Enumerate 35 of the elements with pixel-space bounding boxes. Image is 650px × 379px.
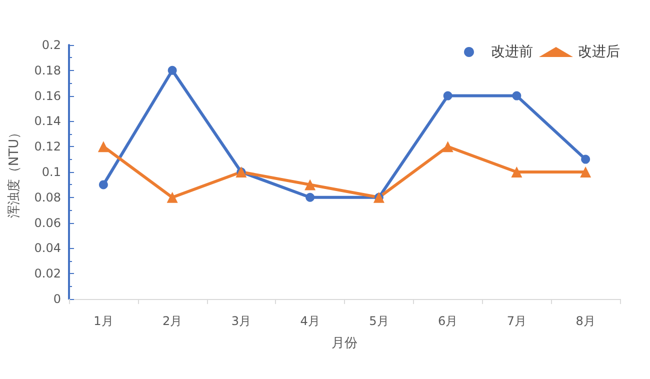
x-tick-label: 6月: [438, 314, 458, 328]
y-tick-label: 0.2: [42, 38, 61, 52]
point: [166, 192, 178, 203]
y-tick-label: 0.18: [34, 63, 61, 78]
point: [168, 66, 177, 75]
legend-label: 改进前: [491, 44, 533, 60]
x-tick-label: 7月: [506, 314, 527, 328]
point: [306, 192, 315, 202]
x-axis-title: 月份: [332, 336, 358, 351]
legend-label: 改进后: [578, 44, 620, 60]
y-tick-label: 0.02: [34, 266, 61, 281]
y-tick-label: 0.1: [42, 165, 61, 179]
point: [511, 166, 522, 178]
point: [581, 154, 590, 164]
y-tick-label: 0.06: [34, 216, 61, 230]
point: [443, 91, 452, 100]
point: [580, 166, 592, 178]
x-tick-label: 8月: [576, 314, 596, 328]
point: [98, 180, 108, 190]
y-axis-title: 浑浊度（NTU）: [6, 126, 22, 218]
point: [98, 141, 109, 152]
x-tick-label: 2月: [162, 314, 182, 328]
y-tick-label: 0.04: [34, 241, 61, 256]
y-tick-label: 0.08: [34, 190, 61, 204]
x-tick-label: 3月: [231, 314, 252, 328]
x-tick-label: 4月: [300, 314, 320, 328]
x-tick-label: 5月: [369, 314, 389, 328]
point: [442, 141, 454, 152]
point: [512, 91, 522, 100]
point: [304, 179, 316, 190]
y-tick-label: 0.16: [34, 88, 61, 103]
y-tick-label: 0.14: [34, 114, 61, 128]
y-tick-label: 0: [53, 292, 61, 306]
x-tick-label: 1月: [94, 314, 114, 328]
y-tick-label: 0.12: [34, 140, 61, 154]
